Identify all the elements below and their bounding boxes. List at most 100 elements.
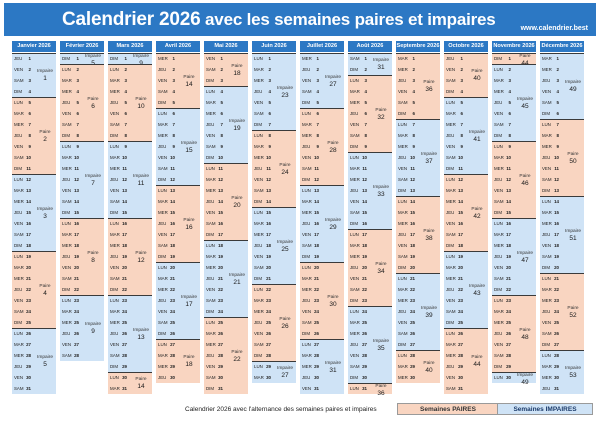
day-row: VEN 16 — [14, 218, 31, 229]
day-row: VEN 2 — [446, 64, 463, 75]
weekday-abbr: LUN — [110, 298, 119, 303]
week-number: 14 — [137, 383, 145, 390]
site-url[interactable]: www.calendrier.best — [520, 25, 588, 32]
day-number: 18 — [410, 243, 415, 248]
weekday-abbr: JEU — [110, 331, 119, 336]
day-row: MER 5 — [350, 97, 367, 108]
weekday-abbr: JEU — [206, 353, 215, 358]
day-row: DIM 14 — [254, 196, 271, 207]
day-row: VEN 29 — [206, 361, 223, 372]
day-number: 4 — [76, 89, 79, 94]
day-number: 24 — [170, 309, 175, 314]
day-row: MAR 31 — [110, 383, 127, 394]
week-number: 20 — [233, 201, 241, 209]
day-number: 13 — [554, 188, 559, 193]
day-number: 2 — [508, 67, 511, 72]
day-row: MER 19 — [350, 251, 367, 262]
weekday-abbr: DIM — [302, 331, 311, 336]
day-row: DIM 4 — [446, 86, 463, 97]
day-row: DIM 4 — [14, 86, 31, 97]
week-number: 39 — [425, 311, 433, 319]
day-number: 16 — [362, 221, 367, 226]
day-number: 7 — [76, 122, 79, 127]
weekday-abbr: VEN — [494, 111, 504, 116]
week-label: Paire 48 — [515, 328, 535, 342]
day-row: DIM 23 — [350, 295, 367, 306]
weekday-abbr: VEN — [110, 342, 120, 347]
week-number: 53 — [569, 372, 577, 379]
day-row: DIM 22 — [494, 284, 511, 295]
weekday-abbr: VEN — [14, 375, 24, 380]
weekday-abbr: MER — [110, 320, 120, 325]
weekday-abbr: LUN — [350, 386, 359, 391]
weekday-abbr: MER — [158, 210, 168, 215]
day-number: 2 — [124, 67, 127, 72]
weekday-abbr: SAM — [494, 353, 504, 358]
weekday-abbr: DIM — [158, 331, 167, 336]
weekday-abbr: DIM — [14, 166, 23, 171]
day-row: VEN 20 — [62, 262, 79, 273]
weekday-abbr: VEN — [62, 111, 72, 116]
weekday-abbr: DIM — [398, 342, 407, 347]
weekday-abbr: LUN — [158, 188, 167, 193]
day-row: VEN 20 — [494, 262, 511, 273]
week-number: 37 — [425, 157, 433, 165]
week-label: Impaire 51 — [563, 229, 583, 243]
weekday-abbr: DIM — [446, 243, 455, 248]
week-number: 6 — [91, 102, 95, 110]
day-row: LUN 7 — [398, 119, 415, 130]
day-number: 19 — [26, 254, 31, 259]
week-parity: Impaire — [37, 355, 53, 360]
weekday-abbr: DIM — [494, 287, 503, 292]
day-number: 24 — [266, 309, 271, 314]
day-row: MAR 14 — [158, 196, 175, 207]
week-number: 2 — [43, 135, 47, 143]
day-row: VEN 10 — [158, 152, 175, 163]
week-number: 1 — [43, 75, 47, 82]
weekday-abbr: MAR — [158, 199, 168, 204]
weekday-abbr: MAR — [398, 56, 408, 61]
month-header: Juillet 2026 — [300, 41, 344, 52]
day-row: JEU 12 — [62, 174, 79, 185]
weekday-abbr: SAM — [62, 276, 72, 281]
week-block: Impaire 31 — [300, 339, 344, 394]
day-row: JEU 26 — [110, 328, 127, 339]
day-row: DIM 25 — [446, 317, 463, 328]
day-row: MAR 2 — [254, 64, 271, 75]
day-row: MAR 21 — [158, 273, 175, 284]
day-row: MER 18 — [494, 240, 511, 251]
day-row: MAR 24 — [110, 306, 127, 317]
week-number: 51 — [569, 234, 577, 242]
day-row: MER 25 — [110, 317, 127, 328]
day-row: JEU 26 — [62, 328, 79, 339]
weekday-abbr: LUN — [254, 133, 263, 138]
weekday-abbr: JEU — [14, 56, 23, 61]
week-parity: Impaire — [85, 54, 101, 59]
week-parity: Paire — [183, 355, 195, 360]
footer: Calendrier 2026 avec l'alternance des se… — [0, 402, 600, 418]
weekday-abbr: SAM — [446, 386, 456, 391]
week-number: 29 — [329, 223, 337, 231]
weekday-abbr: VEN — [398, 320, 408, 325]
day-row: SAM 17 — [446, 229, 463, 240]
title-main: Calendrier 2026 — [62, 9, 201, 30]
day-number: 26 — [170, 331, 175, 336]
weekday-abbr: JEU — [446, 133, 455, 138]
week-label: Impaire 1 — [35, 69, 55, 83]
week-parity: Paire — [231, 63, 243, 69]
day-row: SAM 2 — [206, 64, 223, 75]
day-row: MAR 12 — [206, 174, 223, 185]
weekday-abbr: DIM — [110, 210, 119, 215]
day-number: 26 — [74, 331, 79, 336]
day-row: JEU 24 — [398, 306, 415, 317]
weekday-abbr: VEN — [14, 221, 24, 226]
weekday-abbr: JEU — [350, 265, 359, 270]
week-block: Impaire 37 — [396, 119, 440, 196]
day-number: 4 — [316, 89, 319, 94]
title-sub: avec les semaines paires et impaires — [200, 10, 496, 29]
day-number: 27 — [410, 342, 415, 347]
day-row: DIM 19 — [302, 251, 319, 262]
week-block: Impaire 43 — [444, 251, 488, 328]
weekday-abbr: VEN — [542, 320, 552, 325]
month-days: Paire 40 Impaire 41 Paire 42 Impaire 43 Paire 44 J… — [444, 53, 488, 396]
